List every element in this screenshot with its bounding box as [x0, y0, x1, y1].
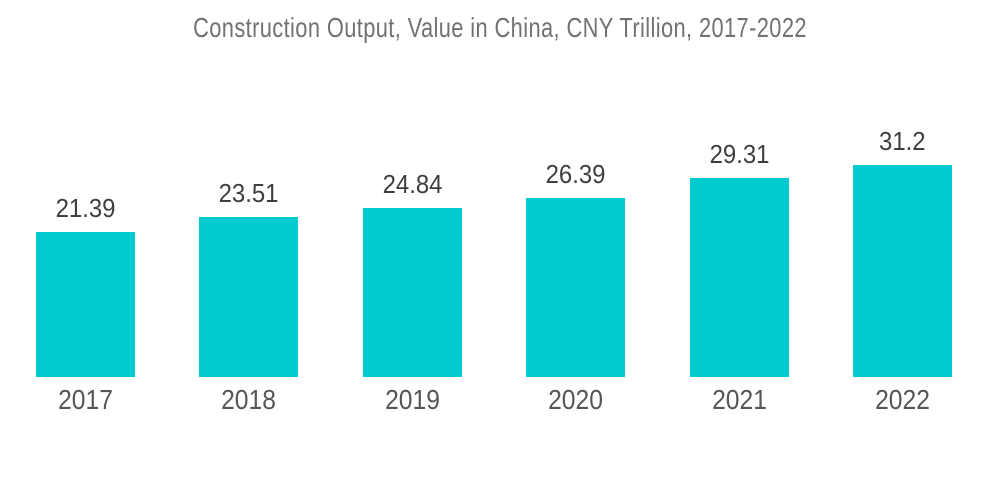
bar-value-label: 23.51 [218, 178, 279, 208]
x-axis-label: 2018 [221, 384, 277, 415]
bar [689, 178, 789, 377]
bar [852, 165, 952, 377]
bar-group: 23.51 [199, 178, 299, 377]
bar-value-label: 29.31 [709, 139, 769, 169]
bar-value-label: 26.39 [545, 159, 606, 189]
bar-group: 24.84 [362, 169, 462, 377]
bar [526, 198, 626, 377]
bar [362, 208, 462, 377]
bar-group: 31.2 [852, 126, 952, 377]
bar-group: 26.39 [526, 159, 626, 377]
bar-group: 21.39 [36, 193, 135, 377]
bar-value-label: 21.39 [55, 193, 116, 223]
bar-value-label: 31.2 [879, 126, 926, 156]
x-axis: 2017 2018 2019 2020 2021 2022 [36, 384, 952, 416]
bar-value-label: 24.84 [382, 169, 443, 199]
bar [36, 232, 135, 377]
plot-area: 21.39 23.51 24.84 26.39 29.31 31.2 [36, 126, 952, 377]
bar-group: 29.31 [689, 139, 789, 377]
x-axis-label: 2019 [384, 384, 440, 415]
bar [199, 217, 299, 377]
x-axis-label: 2022 [875, 384, 930, 415]
x-axis-label: 2020 [548, 384, 604, 415]
x-axis-label: 2017 [58, 384, 113, 415]
x-axis-label: 2021 [711, 384, 767, 415]
chart-title: Construction Output, Value in China, CNY… [193, 12, 807, 43]
